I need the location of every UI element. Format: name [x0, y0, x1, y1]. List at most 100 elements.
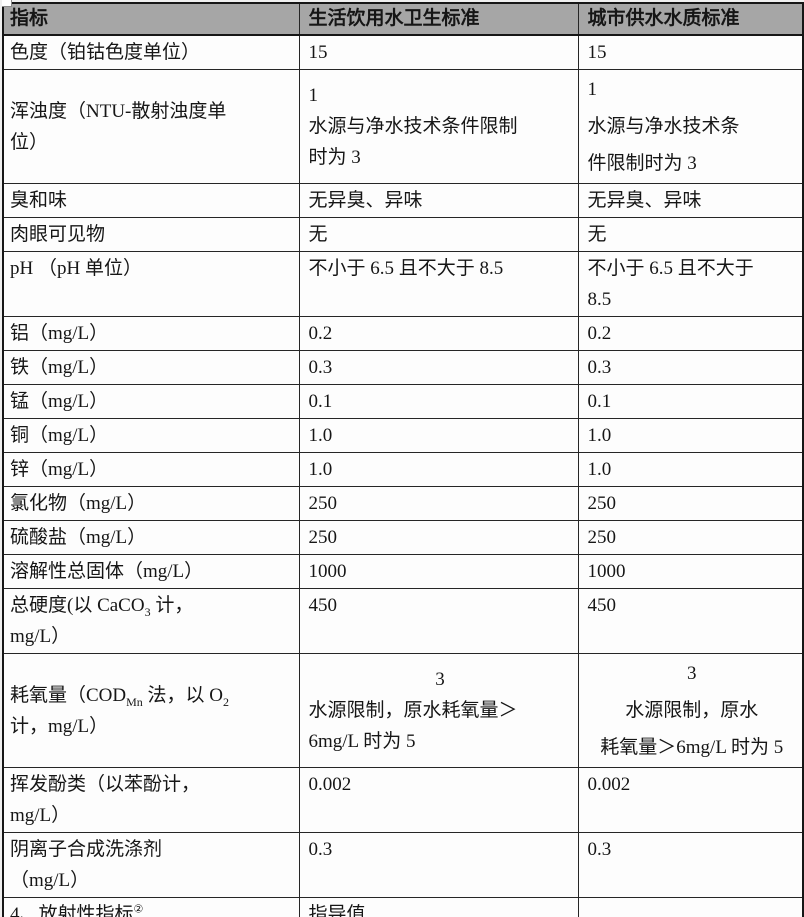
- text-span: 无异臭、异味: [308, 190, 423, 211]
- text-span: mg/L）: [10, 805, 71, 826]
- column-header-drinking-water-hygiene-standard: 生活饮用水卫生标准: [298, 2, 579, 36]
- text-sub: 3: [144, 604, 151, 619]
- text-span: 1.0: [587, 425, 612, 446]
- text-span: 水源与净水技术条件限制: [308, 116, 518, 137]
- cell-line: 挥发酚类（以苯酚计，: [10, 769, 293, 800]
- table-row: 锰（mg/L） 0.1 0.1: [2, 384, 804, 419]
- drinking-water-value-cell: 不小于 6.5 且不大于 8.5: [298, 251, 579, 317]
- text-span: 时为 3: [308, 147, 361, 168]
- indicator-cell: 臭和味: [2, 183, 300, 218]
- drinking-water-value-cell: 1.0: [298, 418, 579, 453]
- cell-line: 1.0: [588, 420, 797, 451]
- cell-line: 锌（mg/L）: [10, 454, 293, 485]
- text-span: 铝（mg/L）: [10, 323, 109, 344]
- text-span: 0.1: [308, 391, 333, 412]
- table-row: 铝（mg/L） 0.2 0.2: [2, 316, 804, 351]
- header-row: 指标 生活饮用水卫生标准 城市供水水质标准: [2, 2, 804, 36]
- text-span: 1000: [308, 561, 347, 582]
- cell-line: 1: [588, 71, 797, 108]
- cell-line: 0.002: [588, 769, 797, 800]
- text-span: 250: [308, 493, 338, 514]
- text-span: 450: [308, 595, 338, 616]
- drinking-water-value-cell: 1.0: [298, 452, 579, 487]
- cell-line: 铜（mg/L）: [10, 420, 293, 451]
- text-sub: 2: [223, 694, 230, 709]
- cell-line: 浑浊度（NTU-散射浊度单: [10, 96, 293, 127]
- cell-line: 0.3: [309, 352, 572, 383]
- cell-line: 水源限制，原水: [588, 692, 797, 729]
- indicator-cell: 总硬度(以 CaCO3 计， mg/L）: [2, 588, 300, 654]
- cell-line: 1.0: [309, 420, 572, 451]
- text-span: 位）: [10, 131, 49, 153]
- cell-line: 1000: [309, 556, 572, 587]
- cell-line: 指导值: [309, 899, 572, 917]
- urban-water-value-cell: 0.3: [577, 350, 804, 385]
- indicator-cell: 耗氧量（CODMn 法，以 O2 计，mg/L）: [2, 653, 300, 768]
- cell-line: 无异臭、异味: [588, 185, 797, 216]
- table-row: 锌（mg/L） 1.0 1.0: [2, 452, 804, 487]
- text-span: 不小于 6.5 且不大于: [587, 258, 754, 279]
- text-span: 3: [435, 669, 445, 690]
- cell-line: 0.1: [588, 386, 797, 417]
- table-row: 色度（铂钴色度单位） 15 15: [2, 34, 804, 70]
- indicator-cell: 阴离子合成洗涤剂 （mg/L）: [2, 832, 300, 898]
- text-span: 1000: [587, 561, 626, 582]
- cell-line: 溶解性总固体（mg/L）: [10, 556, 293, 587]
- text-sup: ②: [133, 903, 144, 916]
- table-row: pH （pH 单位） 不小于 6.5 且不大于 8.5 不小于 6.5 且不大于 8.…: [2, 251, 804, 317]
- text-span: 无: [587, 224, 607, 245]
- table-row: 硫酸盐（mg/L） 250 250: [2, 520, 804, 555]
- indicator-cell: 色度（铂钴色度单位）: [2, 34, 300, 70]
- cell-line: 肉眼可见物: [10, 219, 293, 250]
- urban-water-value-cell: 0.1: [577, 384, 804, 419]
- drinking-water-value-cell: 无: [298, 217, 579, 252]
- text-span: 铜（mg/L）: [10, 425, 109, 446]
- text-span: （mg/L）: [10, 870, 90, 891]
- text-span: 15: [308, 42, 328, 63]
- text-span: 无: [308, 224, 328, 245]
- cell-line: 位）: [10, 127, 293, 158]
- text-span: 计，mg/L）: [10, 715, 109, 737]
- cell-line: 水源与净水技术条件限制: [309, 111, 572, 142]
- urban-water-value-cell: 1 水源与净水技术条 件限制时为 3: [577, 69, 804, 184]
- urban-water-value-cell: 0.002: [577, 767, 804, 833]
- text-span: 15: [587, 42, 607, 63]
- cell-line: 15: [588, 37, 797, 68]
- cell-line: 0.2: [309, 318, 572, 349]
- text-span: 锰（mg/L）: [10, 391, 109, 412]
- cell-line: 0.002: [309, 769, 572, 800]
- cell-line: 1000: [588, 556, 797, 587]
- text-span: 不小于 6.5 且不大于 8.5: [308, 258, 504, 279]
- table-body: 色度（铂钴色度单位） 15 15 浑浊度（NTU-散射浊度单 位） 1 水源与净水技术条件限…: [2, 34, 804, 917]
- text-span: 1: [308, 85, 319, 106]
- urban-water-value-cell: 15: [577, 34, 804, 70]
- text-span: 0.002: [308, 774, 352, 795]
- cell-line: 耗氧量＞6mg/L 时为 5: [588, 729, 797, 766]
- text-span: 4、放射性指标: [10, 904, 134, 917]
- indicator-cell: 浑浊度（NTU-散射浊度单位）: [2, 69, 300, 184]
- cell-line: 3: [309, 664, 572, 695]
- text-span: 250: [587, 493, 617, 514]
- drinking-water-value-cell: 450: [298, 588, 579, 654]
- text-span: 0.3: [587, 357, 612, 378]
- cell-line: 0.3: [588, 834, 797, 865]
- indicator-cell: 铝（mg/L）: [2, 316, 300, 351]
- cell-line: 件限制时为 3: [588, 145, 797, 182]
- text-span: 色度（铂钴色度单位）: [10, 42, 201, 63]
- table-row: 总硬度(以 CaCO3 计， mg/L） 450 450: [2, 588, 804, 654]
- text-span: 0.3: [587, 839, 612, 860]
- indicator-cell: 铜（mg/L）: [2, 418, 300, 453]
- cell-line: 无异臭、异味: [309, 185, 572, 216]
- text-span: 0.3: [308, 357, 333, 378]
- urban-water-value-cell: 不小于 6.5 且不大于 8.5: [577, 251, 804, 317]
- text-span: 250: [308, 527, 338, 548]
- indicator-cell: pH （pH 单位）: [2, 251, 300, 317]
- cell-line: 250: [588, 522, 797, 553]
- cell-line: 臭和味: [10, 185, 293, 216]
- text-span: 总硬度(以 CaCO: [10, 595, 145, 616]
- text-span: 250: [587, 527, 617, 548]
- text-span: 指导值: [308, 904, 366, 917]
- text-span: 0.1: [587, 391, 612, 412]
- drinking-water-value-cell: 1000: [298, 554, 579, 589]
- text-span: 0.2: [308, 323, 333, 344]
